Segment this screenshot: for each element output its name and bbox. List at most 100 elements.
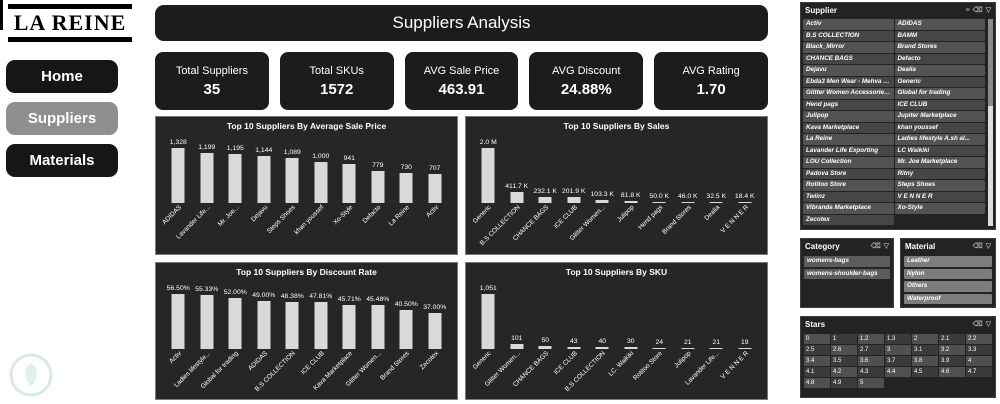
- star-item[interactable]: 3.4: [804, 356, 830, 366]
- bar[interactable]: [681, 202, 695, 203]
- star-item[interactable]: 3.8: [912, 356, 938, 366]
- supplier-item[interactable]: Dejavu: [803, 65, 894, 76]
- star-item[interactable]: 2.2: [966, 334, 992, 344]
- star-item[interactable]: 2.7: [858, 345, 884, 355]
- star-item[interactable]: 5: [858, 378, 884, 388]
- nav-suppliers-button[interactable]: Suppliers: [6, 102, 118, 135]
- material-item[interactable]: Leather: [904, 256, 992, 267]
- bar[interactable]: [314, 301, 328, 349]
- supplier-item[interactable]: Black_Mirror: [803, 42, 894, 53]
- supplier-item[interactable]: LC Waikiki: [894, 145, 985, 156]
- clear-selections-icon[interactable]: ⌫: [972, 320, 983, 328]
- supplier-item[interactable]: Zecotex: [803, 214, 894, 225]
- bar[interactable]: [652, 347, 666, 349]
- bar[interactable]: [538, 197, 552, 203]
- star-item[interactable]: 2.6: [831, 345, 857, 355]
- star-item[interactable]: 3.1: [912, 345, 938, 355]
- filter-icon[interactable]: ▽: [883, 242, 889, 250]
- bar[interactable]: [567, 346, 581, 349]
- bar[interactable]: [538, 345, 552, 349]
- bar[interactable]: [738, 347, 752, 349]
- clear-selections-icon[interactable]: ⌫: [870, 242, 881, 250]
- bar[interactable]: [399, 309, 413, 349]
- supplier-item[interactable]: Kava Marketplace: [803, 122, 894, 133]
- star-item[interactable]: 0: [804, 334, 830, 344]
- supplier-item[interactable]: Rotitoo Store: [803, 180, 894, 191]
- bar[interactable]: [314, 162, 328, 203]
- star-item[interactable]: 3.3: [966, 345, 992, 355]
- supplier-item[interactable]: V E N N E R: [894, 191, 985, 202]
- bar[interactable]: [624, 346, 638, 349]
- bar[interactable]: [171, 148, 185, 203]
- star-item[interactable]: 4: [966, 356, 992, 366]
- bar[interactable]: [371, 171, 385, 203]
- bar[interactable]: [481, 148, 495, 203]
- supplier-item[interactable]: Jupiter Marketplace: [894, 111, 985, 122]
- supplier-item[interactable]: Vibranda Marketplace: [803, 203, 894, 214]
- nav-materials-button[interactable]: Materials: [6, 144, 118, 177]
- star-item[interactable]: 1: [831, 334, 857, 344]
- supplier-item[interactable]: Dealia: [894, 65, 985, 76]
- bar[interactable]: [510, 343, 524, 349]
- supplier-item[interactable]: ADIDAS: [894, 19, 985, 30]
- bar[interactable]: [709, 347, 723, 349]
- filter-icon[interactable]: ▽: [985, 6, 991, 14]
- star-item[interactable]: 2: [912, 334, 938, 344]
- bar[interactable]: [595, 346, 609, 349]
- bar[interactable]: [681, 347, 695, 349]
- category-item[interactable]: womens-shoulder-bags: [804, 268, 890, 279]
- bar[interactable]: [257, 156, 271, 203]
- scrollbar-thumb[interactable]: [988, 19, 993, 106]
- star-item[interactable]: 4.6: [939, 367, 965, 377]
- bar[interactable]: [510, 192, 524, 203]
- bar[interactable]: [595, 200, 609, 203]
- category-item[interactable]: womens-bags: [804, 256, 890, 267]
- supplier-item[interactable]: B.S COLLECTION: [803, 30, 894, 41]
- supplier-item[interactable]: Xo-Style: [894, 203, 985, 214]
- star-item[interactable]: 4.2: [831, 367, 857, 377]
- bar[interactable]: [171, 293, 185, 349]
- supplier-item[interactable]: Glitter Women Accessories...: [803, 88, 894, 99]
- bar[interactable]: [567, 197, 581, 203]
- bar[interactable]: [342, 164, 356, 203]
- supplier-item[interactable]: Lavander Life Exporting: [803, 145, 894, 156]
- bar[interactable]: [399, 173, 413, 203]
- supplier-item[interactable]: Ebda3 Men Wear - Mehva on...: [803, 76, 894, 87]
- filter-icon[interactable]: ▽: [985, 320, 991, 328]
- supplier-item[interactable]: Ladies lifestyle A.sh al...: [894, 134, 985, 145]
- bar[interactable]: [709, 202, 723, 203]
- supplier-item[interactable]: ICE CLUB: [894, 99, 985, 110]
- star-item[interactable]: 3.9: [939, 356, 965, 366]
- star-item[interactable]: 3.7: [885, 356, 911, 366]
- bar[interactable]: [285, 158, 299, 203]
- bar[interactable]: [200, 294, 214, 349]
- star-item[interactable]: 4.7: [966, 367, 992, 377]
- star-item[interactable]: 3: [885, 345, 911, 355]
- bar[interactable]: [285, 301, 299, 349]
- star-item[interactable]: 3.6: [858, 356, 884, 366]
- bar[interactable]: [257, 300, 271, 349]
- supplier-item[interactable]: Hend pags: [803, 99, 894, 110]
- supplier-item[interactable]: Brand Stores: [894, 42, 985, 53]
- supplier-item[interactable]: Activ: [803, 19, 894, 30]
- supplier-item[interactable]: Padova Store: [803, 168, 894, 179]
- star-item[interactable]: 3.2: [939, 345, 965, 355]
- bar[interactable]: [200, 153, 214, 203]
- filter-icon[interactable]: ▽: [985, 242, 991, 250]
- material-item[interactable]: Nylon: [904, 268, 992, 279]
- material-item[interactable]: Others: [904, 281, 992, 292]
- star-item[interactable]: 1.3: [885, 334, 911, 344]
- bar[interactable]: [652, 202, 666, 203]
- supplier-item[interactable]: Global for trading: [894, 88, 985, 99]
- bar[interactable]: [428, 174, 442, 203]
- supplier-item[interactable]: Ritny: [894, 168, 985, 179]
- nav-home-button[interactable]: Home: [6, 60, 118, 93]
- supplier-item[interactable]: Julipop: [803, 111, 894, 122]
- bar[interactable]: [481, 293, 495, 349]
- bar[interactable]: [428, 312, 442, 349]
- supplier-item[interactable]: La Reine: [803, 134, 894, 145]
- star-item[interactable]: 2.5: [804, 345, 830, 355]
- star-item[interactable]: 4.3: [858, 367, 884, 377]
- supplier-item[interactable]: BAMM: [894, 30, 985, 41]
- supplier-item[interactable]: Defacto: [894, 53, 985, 64]
